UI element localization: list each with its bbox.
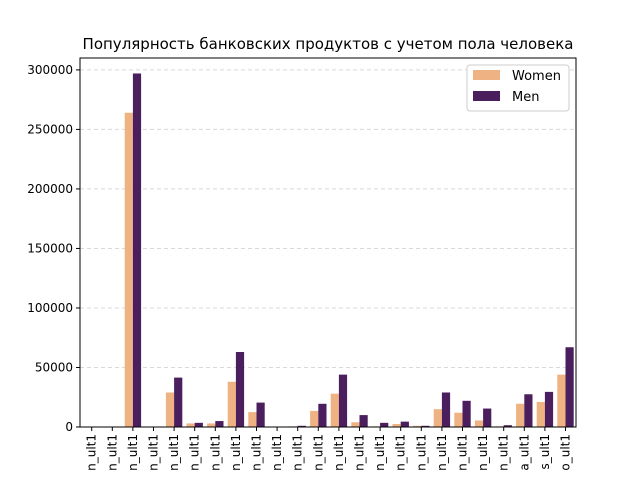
x-tick-label: n_ult1 bbox=[435, 434, 449, 471]
bar-women-22 bbox=[536, 402, 545, 427]
x-tick-label: s_ult1 bbox=[538, 434, 552, 470]
y-axis: 0 50000 100000 150000 200000 250000 300000 bbox=[27, 63, 80, 434]
x-tick-label: n_ult1 bbox=[188, 434, 202, 471]
x-tick-label: n_ult1 bbox=[270, 434, 284, 471]
bar-women-11 bbox=[310, 410, 319, 427]
x-tick-label: n_ult1 bbox=[250, 434, 264, 471]
bar-men-11 bbox=[318, 403, 327, 427]
plot-frame bbox=[79, 57, 577, 428]
x-tick-label: n_ult1 bbox=[353, 434, 367, 471]
y-tick-label: 100000 bbox=[27, 301, 73, 315]
x-tick-label: a_ult1 bbox=[517, 434, 531, 471]
x-tick-label: n_ult1 bbox=[373, 434, 387, 471]
legend-label: Men bbox=[512, 90, 539, 105]
bar-women-21 bbox=[516, 403, 525, 427]
x-tick-label: n_ult1 bbox=[126, 434, 140, 471]
x-tick-label: n_ult1 bbox=[394, 434, 408, 471]
bar-women-16 bbox=[413, 425, 422, 427]
x-tick-label: n_ult1 bbox=[105, 434, 119, 471]
bar-women-5 bbox=[186, 423, 195, 427]
bars bbox=[104, 73, 574, 428]
bar-men-8 bbox=[256, 402, 265, 427]
bar-women-13 bbox=[351, 422, 360, 427]
x-tick-label: n_ult1 bbox=[208, 434, 222, 471]
bar-men-12 bbox=[338, 374, 348, 427]
bar-men-4 bbox=[174, 377, 183, 427]
y-tick-label: 150000 bbox=[27, 241, 73, 255]
x-axis: n_ult1 n_ult1 n_ult1 n_ult1 n_ult1 n_ult1 n_ul… bbox=[85, 427, 573, 471]
bar-men-19 bbox=[483, 408, 492, 427]
x-tick-label: o_ult1 bbox=[559, 434, 573, 471]
bar-women-7 bbox=[227, 381, 236, 427]
legend-swatch-women bbox=[473, 70, 500, 80]
bar-men-18 bbox=[462, 400, 471, 427]
x-tick-label: n_ult1 bbox=[229, 434, 243, 471]
bar-men-20 bbox=[503, 425, 512, 427]
bar-women-15 bbox=[392, 424, 401, 427]
y-tick-label: 0 bbox=[65, 420, 73, 434]
x-tick-label: n_ult1 bbox=[167, 434, 181, 471]
y-tick-label: 50000 bbox=[35, 360, 73, 374]
x-tick-label: n_ult1 bbox=[456, 434, 470, 471]
bar-men-22 bbox=[544, 391, 554, 427]
y-tick-label: 300000 bbox=[27, 63, 73, 77]
x-tick-label: n_ult1 bbox=[414, 434, 428, 471]
bar-men-14 bbox=[380, 422, 389, 427]
x-tick-label: n_ult1 bbox=[476, 434, 490, 471]
bar-men-16 bbox=[421, 425, 430, 427]
chart-title: Популярность банковских продуктов с учет… bbox=[83, 35, 574, 53]
legend-label: Women bbox=[512, 69, 561, 84]
bar-men-10 bbox=[297, 425, 306, 427]
bar-men-5 bbox=[194, 422, 203, 427]
bar-men-2 bbox=[132, 73, 142, 428]
gridlines bbox=[80, 69, 576, 428]
bar-women-2 bbox=[124, 112, 133, 428]
bar-women-19 bbox=[474, 420, 484, 427]
x-tick-label: n_ult1 bbox=[85, 434, 99, 471]
x-tick-label: n_ult1 bbox=[497, 434, 511, 471]
bar-men-15 bbox=[400, 421, 409, 427]
y-tick-label: 200000 bbox=[27, 182, 73, 196]
bar-women-12 bbox=[330, 393, 339, 427]
x-tick-label: n_ult1 bbox=[311, 434, 325, 471]
bar-men-6 bbox=[215, 421, 224, 427]
y-tick-label: 250000 bbox=[27, 122, 73, 136]
bar-men-17 bbox=[441, 392, 451, 427]
x-tick-label: n_ult1 bbox=[332, 434, 346, 471]
legend-swatch-men bbox=[473, 91, 500, 101]
bar-men-7 bbox=[235, 352, 245, 427]
legend: Women Men bbox=[466, 64, 570, 112]
bar-women-23 bbox=[557, 374, 566, 427]
bar-women-6 bbox=[207, 423, 216, 427]
bar-men-21 bbox=[524, 394, 533, 427]
bar-women-18 bbox=[454, 412, 463, 427]
bar-women-4 bbox=[165, 392, 175, 427]
bar-men-23 bbox=[565, 347, 574, 427]
x-tick-label: n_ult1 bbox=[147, 434, 161, 471]
x-tick-label: n_ult1 bbox=[291, 434, 305, 471]
bar-women-17 bbox=[433, 409, 442, 427]
bar-women-8 bbox=[248, 412, 257, 427]
bar-men-13 bbox=[359, 415, 368, 427]
